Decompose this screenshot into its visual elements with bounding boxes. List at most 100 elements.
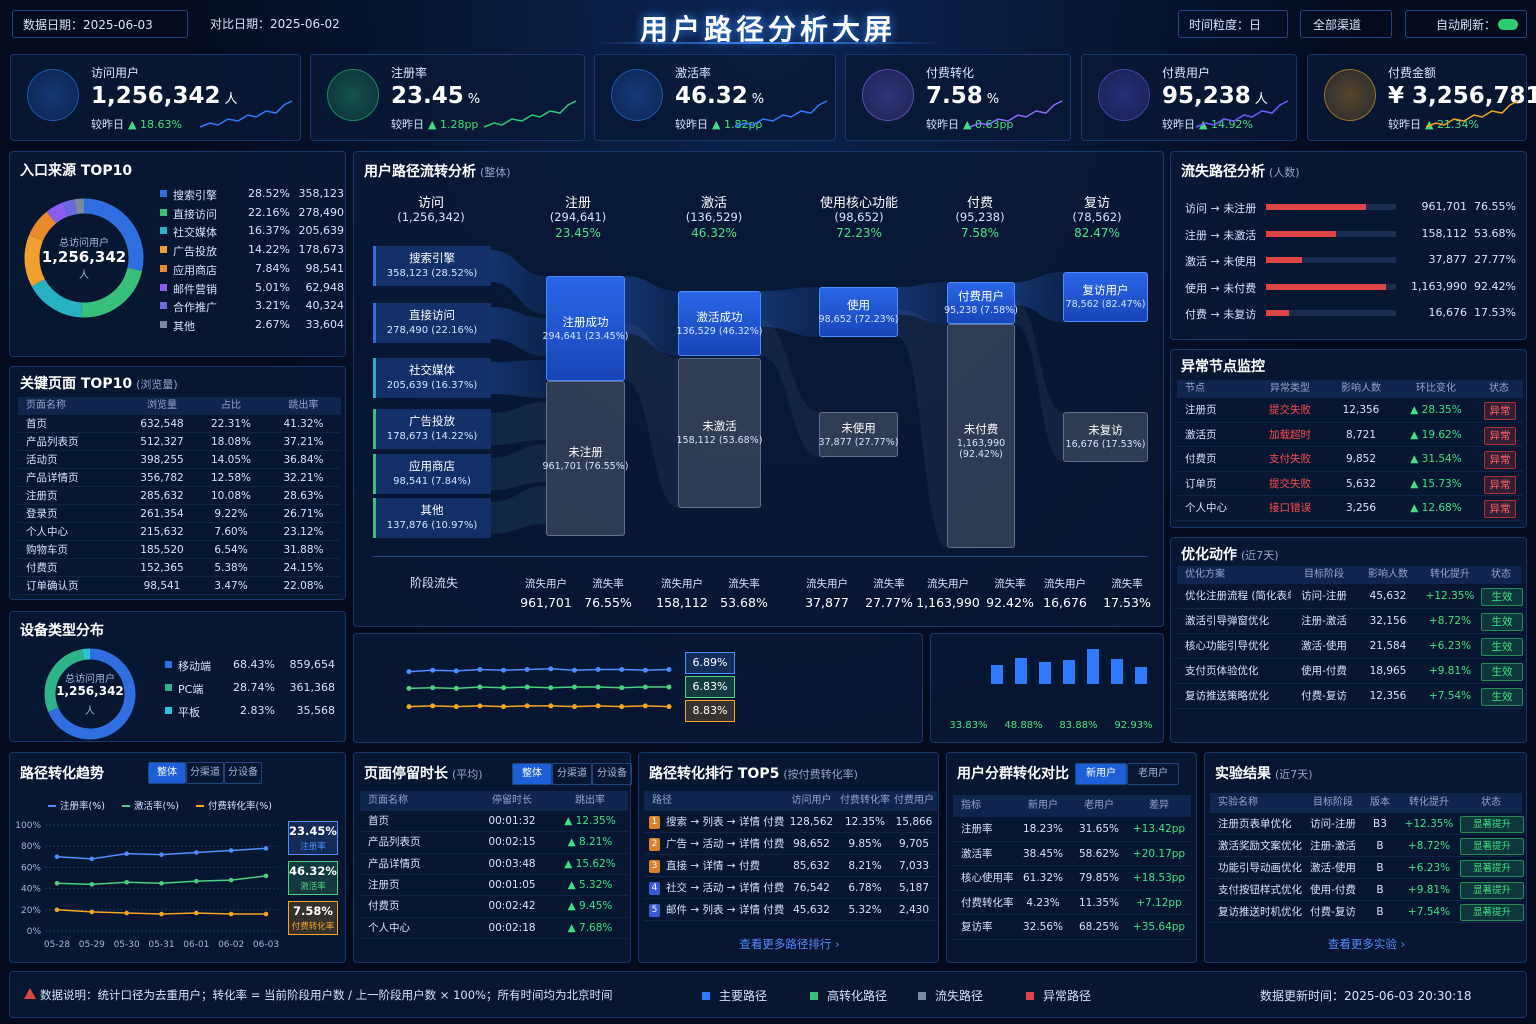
table-cell: 31.88% — [283, 544, 324, 556]
table-row-line — [953, 840, 1191, 842]
table-cell: 注册页表单优化 — [1218, 818, 1292, 830]
legend-percent: 16.37% — [248, 224, 290, 238]
series-point — [477, 684, 483, 690]
loss-bar — [1266, 310, 1289, 316]
panel-title: 路径转化趋势 — [20, 766, 104, 782]
y-tick-label: 40% — [21, 885, 41, 895]
table-cell: 2,430 — [898, 904, 930, 916]
table-cell: 个人中心 — [1185, 502, 1227, 514]
table-cell: 15,866 — [895, 816, 933, 828]
path-rate: 17.53% — [1474, 306, 1516, 319]
legend-count: 859,654 — [289, 658, 336, 671]
series-point — [595, 703, 601, 709]
table-header-cell: 老用户 — [1084, 800, 1114, 811]
rank-badge: 4 — [649, 882, 660, 895]
table-row-line — [18, 432, 341, 433]
series-point — [54, 881, 60, 886]
value-badge: 6.83% — [685, 676, 735, 698]
kpi-unit: % — [751, 92, 765, 107]
table-cell: 首页 — [368, 815, 389, 827]
kpi-badge-label: 激活率 — [300, 882, 326, 892]
table-cell: 152,365 — [140, 562, 184, 574]
series-point — [642, 703, 648, 709]
table-cell: 41.32% — [283, 418, 324, 430]
series-line — [408, 686, 669, 690]
table-cell: 激活页 — [1185, 428, 1217, 441]
flow-band — [491, 444, 546, 490]
donut-segment — [24, 198, 144, 318]
value-badge: 8.83% — [685, 700, 735, 722]
table-row-line — [18, 540, 341, 541]
legend-count: 278,490 — [298, 205, 345, 219]
panel-title: 流失路径分析 (人数) — [1181, 161, 1300, 181]
value-badge: 6.89% — [685, 652, 735, 674]
table-cell: +6.23% — [1407, 862, 1451, 874]
more-link[interactable]: 查看更多路径排行 › — [739, 937, 840, 951]
more-link[interactable]: 查看更多实验 › — [1327, 937, 1406, 951]
donut-center-value: 1,256,342 — [41, 248, 127, 266]
table-cell: 显著提升 — [1460, 860, 1524, 877]
table-cell: 185,520 — [140, 544, 184, 556]
legend-swatch — [160, 283, 167, 291]
table-cell: B — [1376, 884, 1384, 896]
table-cell: 复访推送时机优化 — [1218, 906, 1302, 918]
table-cell: +8.72% — [1428, 615, 1472, 627]
table-cell: 9,705 — [898, 838, 930, 850]
table-cell: 激活引导弹窗优化 — [1185, 615, 1269, 627]
table-cell: 10.08% — [210, 490, 252, 502]
kpi-delta: ▲ 21.34% — [1425, 118, 1479, 131]
series-point — [501, 704, 507, 710]
donut-center-value: 1,256,342 — [56, 684, 124, 698]
chart-svg — [483, 100, 577, 128]
table-row-line — [644, 854, 937, 855]
kpi-value: 1,256,342 — [91, 83, 221, 109]
table-cell: 付费页 — [1185, 453, 1217, 465]
source-panel: 入口来源 TOP10 总访问用户 1,256,342 人 搜索引擎 28.52% 358,1… — [9, 151, 346, 357]
table-cell: B — [1376, 840, 1384, 852]
kpi-compare-row: 较昨日 ▲ 0.63pp — [926, 116, 1013, 132]
path-rate: 92.42% — [1474, 279, 1516, 293]
table-row-line — [953, 865, 1191, 867]
y-tick-label: 0% — [27, 927, 42, 937]
table-header-cell: 指标 — [961, 800, 981, 811]
node-name: 激活成功 — [696, 309, 743, 324]
series-point — [453, 668, 459, 674]
table-cell: 00:02:18 — [488, 921, 536, 934]
table-cell: 00:01:32 — [488, 815, 536, 827]
donut-center-label: 总访问用户 — [59, 238, 109, 249]
kpi-badge-value: 7.58% — [293, 904, 333, 918]
table-cell: 68.25% — [1078, 921, 1120, 934]
bar — [1039, 662, 1051, 684]
series-point — [263, 846, 269, 851]
table-cell: 632,548 — [140, 418, 184, 430]
path-count: 37,877 — [1428, 253, 1468, 266]
table-cell: 购物车页 — [26, 544, 68, 556]
table-cell: 9.22% — [214, 508, 248, 520]
bar — [1135, 667, 1147, 684]
kpi-value: 7.58 — [926, 83, 983, 109]
header: 用户路径分析大屏 数据日期：2025-06-03 对比日期：2025-06-02 时间… — [0, 0, 1536, 48]
table-cell: 3.47% — [214, 580, 248, 592]
table-cell: 18.08% — [210, 436, 252, 448]
table-cell: +18.53pp — [1132, 872, 1186, 885]
donut-segment — [44, 648, 136, 740]
loss-rate: 53.68% — [720, 595, 768, 610]
loss-users: 158,112 — [656, 595, 708, 610]
loss-header: 流失率 — [994, 578, 1026, 590]
table-cell: B3 — [1373, 818, 1387, 830]
table-cell: 32.56% — [1022, 921, 1064, 934]
flow-band — [491, 307, 546, 356]
path-count: 1,163,990 — [1411, 279, 1467, 293]
tab: 整体 — [512, 763, 552, 785]
legend-label: 激活率(%) — [134, 800, 179, 812]
table-cell: +7.54% — [1428, 690, 1472, 702]
source-name: 直接访问 — [409, 308, 455, 322]
table-row-line — [18, 576, 341, 577]
series-point — [666, 684, 672, 690]
legend-percent: 22.16% — [248, 205, 290, 219]
legend-name: 广告投放 — [173, 245, 217, 259]
table-cell: 显著提升 — [1460, 904, 1524, 921]
node-name: 未注册 — [568, 444, 603, 459]
stage-name: 付费 — [966, 196, 993, 211]
node-detail: 1,163,990 (92.42%) — [956, 438, 1006, 460]
